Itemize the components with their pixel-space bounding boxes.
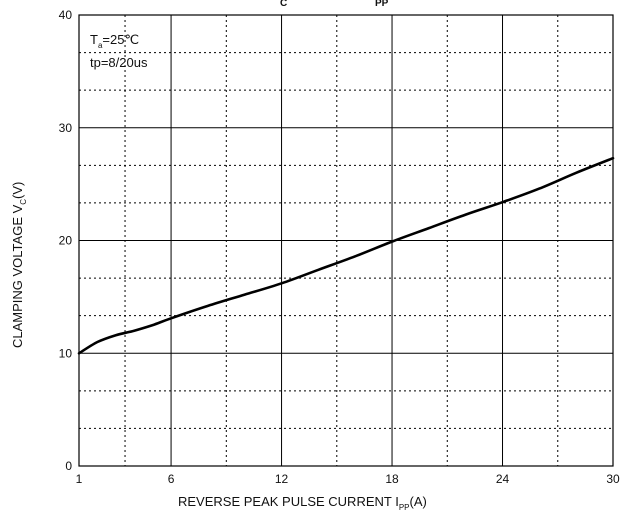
tick-labels: 1 6 12 18 24 30 0 10 20 30 40 bbox=[59, 8, 620, 486]
y-tick-label: 0 bbox=[65, 459, 72, 473]
y-axis-label: CLAMPING VOLTAGE VC(V) bbox=[10, 182, 28, 348]
y-tick-label: 40 bbox=[59, 8, 73, 22]
y-tick-label: 10 bbox=[59, 346, 73, 360]
series-line bbox=[77, 156, 615, 355]
x-tick-label: 1 bbox=[76, 472, 83, 486]
x-tick-label: 18 bbox=[385, 472, 399, 486]
y-tick-label: 20 bbox=[59, 234, 73, 248]
title-fragment-pp: PP bbox=[375, 0, 389, 9]
x-axis-label: REVERSE PEAK PULSE CURRENT IPP(A) bbox=[178, 494, 427, 512]
x-tick-label: 30 bbox=[606, 472, 620, 486]
x-tick-label: 6 bbox=[168, 472, 175, 486]
y-tick-label: 30 bbox=[59, 121, 73, 135]
plot-frame bbox=[78, 14, 614, 467]
ta-annotation: Ta=25℃ bbox=[90, 32, 139, 50]
tp-annotation: tp=8/20us bbox=[90, 55, 148, 70]
title-fragment-c: C bbox=[280, 0, 287, 9]
x-tick-label: 24 bbox=[496, 472, 510, 486]
grid bbox=[78, 14, 614, 467]
x-tick-label: 12 bbox=[275, 472, 289, 486]
